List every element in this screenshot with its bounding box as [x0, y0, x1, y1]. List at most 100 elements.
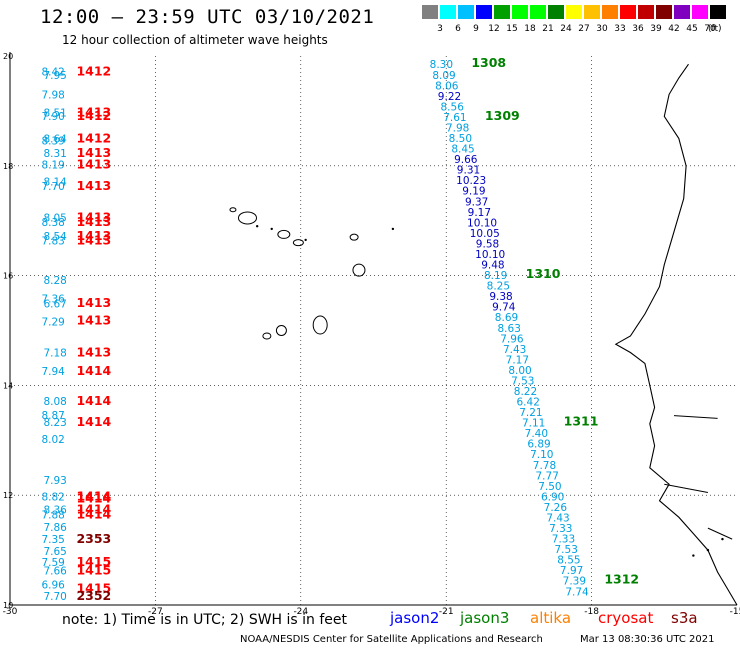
left-track-orbit-label: 2353: [76, 531, 111, 546]
map-title: 12:00 – 23:59 UTC 03/10/2021: [40, 6, 375, 28]
right-track-value: 8.22: [514, 386, 537, 398]
legend-swatch: [476, 5, 492, 19]
left-track-value: 7.70: [43, 591, 66, 603]
left-track-orbit-label: 1412: [76, 108, 111, 123]
left-track-value: 8.19: [41, 160, 64, 172]
right-track-value: 8.30: [430, 59, 453, 71]
left-track-value: 7.36: [41, 294, 65, 306]
right-track-value: 7.26: [544, 502, 568, 514]
legend-label: 3: [437, 24, 443, 34]
left-track-orbit-label: 1414: [76, 490, 111, 505]
cape-verde-island: [277, 229, 291, 239]
left-track-orbit-label: 1413: [76, 214, 111, 229]
right-track-value: 7.40: [525, 428, 548, 440]
left-track-orbit-label: 1413: [76, 209, 111, 224]
left-track-value: 8.51: [43, 108, 66, 120]
right-track-value: 6.90: [541, 491, 564, 503]
left-track-value: 8.05: [43, 212, 66, 224]
legend-label: 6: [455, 24, 461, 34]
left-track-value: 7.59: [41, 557, 64, 569]
left-track-value: 7.88: [41, 509, 64, 521]
legend-swatch: [512, 5, 528, 19]
legend-label: 9: [473, 24, 479, 34]
left-track-orbit-label: 1414: [76, 393, 111, 408]
right-track-value: 7.97: [560, 565, 583, 577]
left-track-orbit-label: 1413: [76, 105, 111, 120]
right-track-orbit-label: 1310: [526, 266, 561, 281]
river-estuary: [673, 415, 718, 419]
legend-label: 39: [650, 24, 662, 34]
left-track-value: 6.67: [43, 299, 66, 311]
right-track-value: 7.74: [565, 586, 589, 598]
credit-text: NOAA/NESDIS Center for Satellite Applica…: [240, 634, 543, 645]
left-track-value: 7.90: [41, 111, 64, 123]
right-track-value: 7.11: [522, 418, 545, 430]
cape-verde-island: [312, 315, 328, 335]
right-track-value: 9.22: [438, 91, 461, 103]
left-track-value: 6.96: [41, 580, 65, 592]
islet: [391, 227, 395, 231]
legend-unit: (ft): [708, 24, 722, 34]
left-track-orbit-label: 1413: [76, 313, 111, 328]
legend-swatch: [620, 5, 636, 19]
river-estuary: [707, 527, 733, 540]
left-track-value: 8.82: [41, 491, 64, 503]
right-track-value: 8.55: [557, 555, 580, 567]
right-track-value: 7.78: [533, 460, 556, 472]
legend-swatch: [440, 5, 456, 19]
right-track-value: 7.53: [555, 544, 578, 556]
cape-verde-island: [237, 211, 257, 225]
islet: [255, 224, 259, 228]
left-track-orbit-label: 1413: [76, 157, 111, 172]
left-track-orbit-label: 1415: [76, 581, 111, 596]
left-track-value: 7.65: [43, 546, 66, 558]
left-track-value: 8.14: [43, 177, 67, 189]
left-track-value: 7.35: [41, 534, 64, 546]
left-track-value: 8.54: [43, 231, 67, 243]
legend-label: 36: [632, 24, 644, 34]
y-tick-label: 18: [3, 162, 13, 171]
left-track-value: 8.23: [43, 417, 66, 429]
right-track-value: 7.50: [538, 481, 561, 493]
left-track-orbit-label: 1413: [76, 232, 111, 247]
right-track-value: 9.58: [476, 238, 499, 250]
x-tick-label: -15: [730, 607, 740, 617]
left-track-value: 8.39: [41, 136, 64, 148]
legend-swatch: [530, 5, 546, 19]
right-track-value: 8.09: [432, 70, 455, 82]
left-track-value: 7.66: [43, 565, 67, 577]
y-tick-label: 10: [3, 601, 13, 610]
right-track-value: 8.19: [484, 270, 507, 282]
x-tick-label: -21: [439, 607, 454, 617]
legend-label: 12: [488, 24, 500, 34]
legend-swatch: [566, 5, 582, 19]
left-track-value: 7.83: [41, 235, 64, 247]
left-track-orbit-label: 1412: [76, 63, 111, 78]
cape-verde-island: [349, 233, 359, 241]
cape-verde-island: [352, 263, 366, 277]
right-track-value: 8.45: [451, 144, 474, 156]
satellite-cryosat: cryosat: [598, 609, 654, 627]
left-track-orbit-label: 1414: [76, 506, 111, 521]
left-track-value: 7.98: [41, 89, 64, 101]
left-track-value: 7.70: [41, 181, 64, 193]
right-track-value: 8.56: [441, 101, 465, 113]
x-tick-label: -30: [3, 607, 18, 617]
left-track-value: 8.38: [41, 217, 64, 229]
legend-swatch: [710, 5, 726, 19]
legend-swatch: [638, 5, 654, 19]
x-tick-label: -24: [293, 607, 308, 617]
legend-swatch: [458, 5, 474, 19]
right-track-value: 9.74: [492, 302, 516, 314]
right-track-orbit-label: 1312: [604, 572, 639, 587]
left-track-orbit-label: 1412: [76, 130, 111, 145]
right-track-value: 8.63: [498, 323, 521, 335]
left-track-orbit-label: 1414: [76, 488, 111, 503]
river-estuary: [664, 483, 709, 493]
legend-label: 21: [542, 24, 554, 34]
left-track-orbit-label: 2352: [76, 588, 111, 603]
legend-label: 30: [596, 24, 608, 34]
y-tick-label: 14: [3, 381, 13, 390]
islet: [706, 548, 710, 552]
